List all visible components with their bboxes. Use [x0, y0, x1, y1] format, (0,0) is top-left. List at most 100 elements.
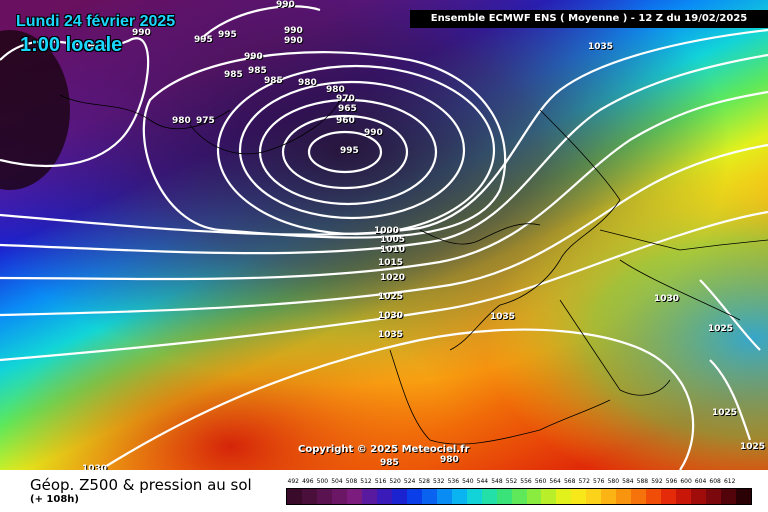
- isobar-label: 985: [224, 70, 243, 80]
- isobar-label: 990: [284, 36, 303, 46]
- legend-ticks: 492 496 500 504 508 512 516 520 524 528 532 536 540 5…: [286, 478, 752, 485]
- legend-swatch: [481, 489, 497, 504]
- isobar-label: 980: [440, 455, 459, 465]
- isobar-label: 1030: [82, 464, 108, 474]
- subtropical-ridge: [0, 0, 768, 470]
- isobar-label: 1035: [378, 330, 404, 340]
- isobar-label: 990: [244, 52, 263, 62]
- isobar-label: 1030: [378, 311, 404, 321]
- legend-swatch: [421, 489, 437, 504]
- legend-swatch: [436, 489, 452, 504]
- isobar-label: 1020: [380, 273, 406, 283]
- legend-tick: 548: [491, 478, 503, 485]
- isobar-label: 1025: [378, 292, 404, 302]
- isobar-label: 990: [284, 26, 303, 36]
- copyright-notice: Copyright © 2025 Meteociel.fr: [298, 444, 470, 455]
- legend-tick: 612: [723, 478, 736, 485]
- legend-swatch: [541, 489, 557, 504]
- isobar-label: 965: [338, 104, 357, 114]
- legend-swatch: [601, 489, 617, 504]
- legend-tick: 532: [433, 478, 445, 485]
- isobar-label: 975: [196, 116, 215, 126]
- isobar-label: 990: [364, 128, 383, 138]
- legend-swatch: [526, 489, 542, 504]
- isobar-label: 980: [326, 85, 345, 95]
- legend-swatch: [391, 489, 407, 504]
- isobar-label: 995: [218, 30, 237, 40]
- weather-map: [0, 0, 768, 470]
- isobar-label: 1025: [712, 408, 738, 418]
- isobar-label: 960: [336, 116, 355, 126]
- legend-tick: 520: [389, 478, 401, 485]
- isobar-label: 1000: [374, 226, 400, 236]
- legend-swatch: [571, 489, 587, 504]
- forecast-time: 1:00 locale: [20, 34, 123, 56]
- legend-tick: 492: [287, 478, 299, 485]
- isobar-label: 985: [264, 76, 283, 86]
- legend-tick: 560: [534, 478, 547, 485]
- legend-tick: 516: [374, 478, 387, 485]
- isobar-label: 1025: [708, 324, 734, 334]
- legend-tick: 504: [331, 478, 343, 485]
- legend-tick: 512: [360, 478, 372, 485]
- legend-swatch: [646, 489, 662, 504]
- legend-swatch: [511, 489, 527, 504]
- legend-swatch: [287, 489, 302, 504]
- legend-swatch: [466, 489, 482, 504]
- isobar-label: 1030: [654, 294, 680, 304]
- forecast-date: Lundi 24 février 2025: [16, 13, 176, 30]
- isobar-label: 980: [172, 116, 191, 126]
- legend-swatch: [691, 489, 707, 504]
- dark-corner: [0, 30, 70, 190]
- isobar-label: 985: [380, 458, 399, 468]
- isobar-label: 1025: [740, 442, 766, 452]
- legend-swatch: [376, 489, 392, 504]
- isobar-label: 990: [276, 0, 295, 10]
- isobar-label: 970: [336, 94, 355, 104]
- legend-tick: 508: [345, 478, 358, 485]
- legend-swatch: [676, 489, 692, 504]
- legend-swatch: [301, 489, 317, 504]
- legend-tick: 528: [418, 478, 430, 485]
- coastlines: [59, 94, 768, 445]
- legend-tick: 524: [403, 478, 416, 485]
- legend-tick: 584: [622, 478, 634, 485]
- isobars: [0, 5, 768, 470]
- legend-tick: 552: [505, 478, 518, 485]
- legend-tick: 496: [302, 478, 314, 485]
- legend-tick: 500: [316, 478, 329, 485]
- legend-tick: 544: [476, 478, 489, 485]
- legend-tick: 568: [563, 478, 576, 485]
- isobar-label: 985: [248, 66, 267, 76]
- legend-tick: 536: [447, 478, 460, 485]
- isobar-label: 980: [298, 78, 317, 88]
- legend-swatch: [556, 489, 572, 504]
- isobar-label: 995: [194, 35, 213, 45]
- legend-swatch: [616, 489, 632, 504]
- legend-tick: 556: [520, 478, 532, 485]
- legend-swatch: [406, 489, 422, 504]
- legend-tick: 592: [651, 478, 663, 485]
- legend-swatch: [361, 489, 377, 504]
- legend-swatch: [631, 489, 647, 504]
- isobar-label: 1005: [380, 235, 406, 245]
- forecast-lead-time: (+ 108h): [30, 494, 79, 505]
- legend-tick: 596: [665, 478, 678, 485]
- model-title-bar: Ensemble ECMWF ENS ( Moyenne ) - 12 Z du…: [410, 10, 768, 28]
- chart-title: Géop. Z500 & pression au sol: [30, 476, 252, 494]
- legend-swatch: [706, 489, 722, 504]
- legend-tick: 588: [636, 478, 649, 485]
- legend-tick: 572: [578, 478, 590, 485]
- legend-tick: 608: [709, 478, 721, 485]
- isobar-label: 995: [340, 146, 359, 156]
- isobar-label: 1035: [490, 312, 516, 322]
- isobar-label: 1010: [380, 245, 406, 255]
- legend-tick: 580: [607, 478, 620, 485]
- isobar-label: 1035: [588, 42, 614, 52]
- legend-swatch: [346, 489, 362, 504]
- legend-swatch: [496, 489, 512, 504]
- legend-swatch: [331, 489, 347, 504]
- legend-swatches: [286, 488, 752, 505]
- legend-swatch: [661, 489, 677, 504]
